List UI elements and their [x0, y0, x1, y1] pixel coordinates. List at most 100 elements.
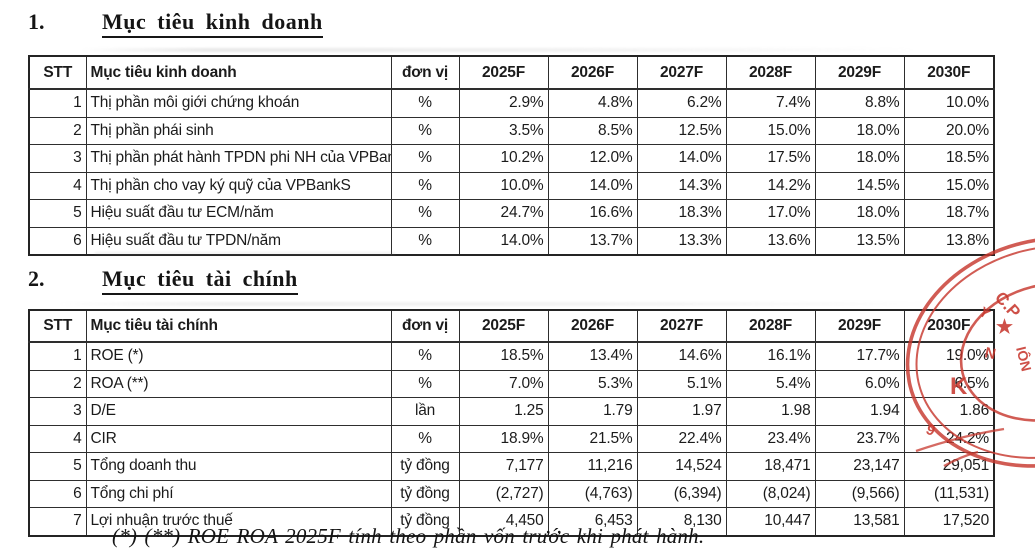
value-cell: 1.94 — [814, 397, 905, 426]
table-row: 3 D/E lần 1.25 1.79 1.97 1.98 1.94 1.86 — [28, 397, 995, 426]
value-cell: 10.0% — [903, 88, 995, 118]
value-cell: 6,453 — [547, 507, 638, 536]
value-cell: 16.6% — [547, 199, 638, 228]
value-cell: 7.4% — [725, 88, 816, 118]
section-2-title: 2. Mục tiêu tài chính — [28, 266, 298, 295]
value-cell: 10,447 — [725, 507, 816, 536]
label-cell: Thị phần phái sinh — [85, 116, 392, 145]
label-cell: Tổng doanh thu — [85, 452, 392, 481]
unit-cell: % — [390, 171, 460, 200]
stt-cell: 1 — [28, 341, 87, 371]
value-cell: 4,450 — [458, 507, 549, 536]
value-cell: 6.2% — [636, 88, 727, 118]
stamp-fragment: C.P — [991, 288, 1024, 322]
stt-cell: 3 — [28, 144, 87, 173]
value-cell: 18.5% — [458, 341, 549, 371]
label-cell: Hiệu suất đầu tư ECM/năm — [85, 199, 392, 228]
section-title-text: Mục tiêu tài chính — [102, 266, 298, 295]
value-cell: 13.5% — [814, 226, 905, 256]
value-cell: 5.4% — [725, 369, 816, 398]
stt-cell: 4 — [28, 171, 87, 200]
header-2026f: 2026F — [547, 309, 638, 343]
value-cell: 2.9% — [458, 88, 549, 118]
value-cell: 23.4% — [725, 424, 816, 453]
table-row: 4 CIR % 18.9% 21.5% 22.4% 23.4% 23.7% 24… — [28, 424, 995, 453]
header-2029f: 2029F — [814, 309, 905, 343]
stt-cell: 5 — [28, 452, 87, 481]
header-2027f: 2027F — [636, 309, 727, 343]
value-cell: 24.7% — [458, 199, 549, 228]
header-2030f: 2030F — [903, 55, 995, 90]
section-title-text: Mục tiêu kinh doanh — [102, 9, 323, 38]
value-cell: 18.9% — [458, 424, 549, 453]
unit-cell: lần — [390, 397, 460, 426]
table-row: 4 Thị phần cho vay ký quỹ của VPBankS % … — [28, 171, 995, 200]
table-row: 1 ROE (*) % 18.5% 13.4% 14.6% 16.1% 17.7… — [28, 341, 995, 371]
value-cell: 13,581 — [814, 507, 905, 536]
value-cell: 21.5% — [547, 424, 638, 453]
unit-cell: tỷ đồng — [390, 452, 460, 481]
unit-cell: % — [390, 199, 460, 228]
header-2028f: 2028F — [725, 309, 816, 343]
value-cell: 12.0% — [547, 144, 638, 173]
value-cell: 14.2% — [725, 171, 816, 200]
value-cell: 13.4% — [547, 341, 638, 371]
header-2027f: 2027F — [636, 55, 727, 90]
value-cell: 17.0% — [725, 199, 816, 228]
value-cell: 18.0% — [814, 116, 905, 145]
label-cell: Thị phần cho vay ký quỹ của VPBankS — [85, 171, 392, 200]
header-name: Mục tiêu kinh doanh — [85, 55, 392, 90]
table-header-row: STT Mục tiêu tài chính đơn vị 2025F 2026… — [28, 309, 995, 343]
label-cell: ROE (*) — [85, 341, 392, 371]
unit-cell: % — [390, 424, 460, 453]
value-cell: (2,727) — [458, 479, 549, 508]
value-cell: 15.0% — [725, 116, 816, 145]
label-cell: ROA (**) — [85, 369, 392, 398]
value-cell: 5.3% — [547, 369, 638, 398]
section-1-title: 1. Mục tiêu kinh doanh — [28, 9, 323, 38]
value-cell: (11,531) — [903, 479, 995, 508]
table-row: 6 Tổng chi phí tỷ đồng (2,727) (4,763) (… — [28, 479, 995, 508]
value-cell: 20.0% — [903, 116, 995, 145]
value-cell: 6.0% — [814, 369, 905, 398]
value-cell: 14,524 — [636, 452, 727, 481]
value-cell: 14.0% — [458, 226, 549, 256]
unit-cell: % — [390, 116, 460, 145]
value-cell: 18,471 — [725, 452, 816, 481]
header-2028f: 2028F — [725, 55, 816, 90]
value-cell: 8.5% — [547, 116, 638, 145]
header-unit: đơn vị — [390, 55, 460, 90]
unit-cell: tỷ đồng — [390, 479, 460, 508]
value-cell: 19.0% — [903, 341, 995, 371]
value-cell: 14.5% — [814, 171, 905, 200]
value-cell: (8,024) — [725, 479, 816, 508]
value-cell: 23.7% — [814, 424, 905, 453]
value-cell: 13.8% — [903, 226, 995, 256]
section-number: 2. — [28, 266, 45, 291]
value-cell: 6.5% — [903, 369, 995, 398]
label-cell: Hiệu suất đầu tư TPDN/năm — [85, 226, 392, 256]
value-cell: 16.1% — [725, 341, 816, 371]
value-cell: 18.5% — [903, 144, 995, 173]
value-cell: 18.7% — [903, 199, 995, 228]
value-cell: 17.7% — [814, 341, 905, 371]
value-cell: 18.0% — [814, 144, 905, 173]
value-cell: 17,520 — [903, 507, 995, 536]
unit-cell: % — [390, 144, 460, 173]
value-cell: 22.4% — [636, 424, 727, 453]
value-cell: 11,216 — [547, 452, 638, 481]
value-cell: 17.5% — [725, 144, 816, 173]
table-row: 2 ROA (**) % 7.0% 5.3% 5.1% 5.4% 6.0% 6.… — [28, 369, 995, 398]
value-cell: 12.5% — [636, 116, 727, 145]
header-stt: STT — [28, 309, 87, 343]
value-cell: 13.6% — [725, 226, 816, 256]
value-cell: 1.97 — [636, 397, 727, 426]
stt-cell: 6 — [28, 479, 87, 508]
scan-smudge — [55, 302, 945, 306]
value-cell: 8,130 — [636, 507, 727, 536]
value-cell: 24.2% — [903, 424, 995, 453]
value-cell: 18.0% — [814, 199, 905, 228]
header-2025f: 2025F — [458, 55, 549, 90]
value-cell: (4,763) — [547, 479, 638, 508]
